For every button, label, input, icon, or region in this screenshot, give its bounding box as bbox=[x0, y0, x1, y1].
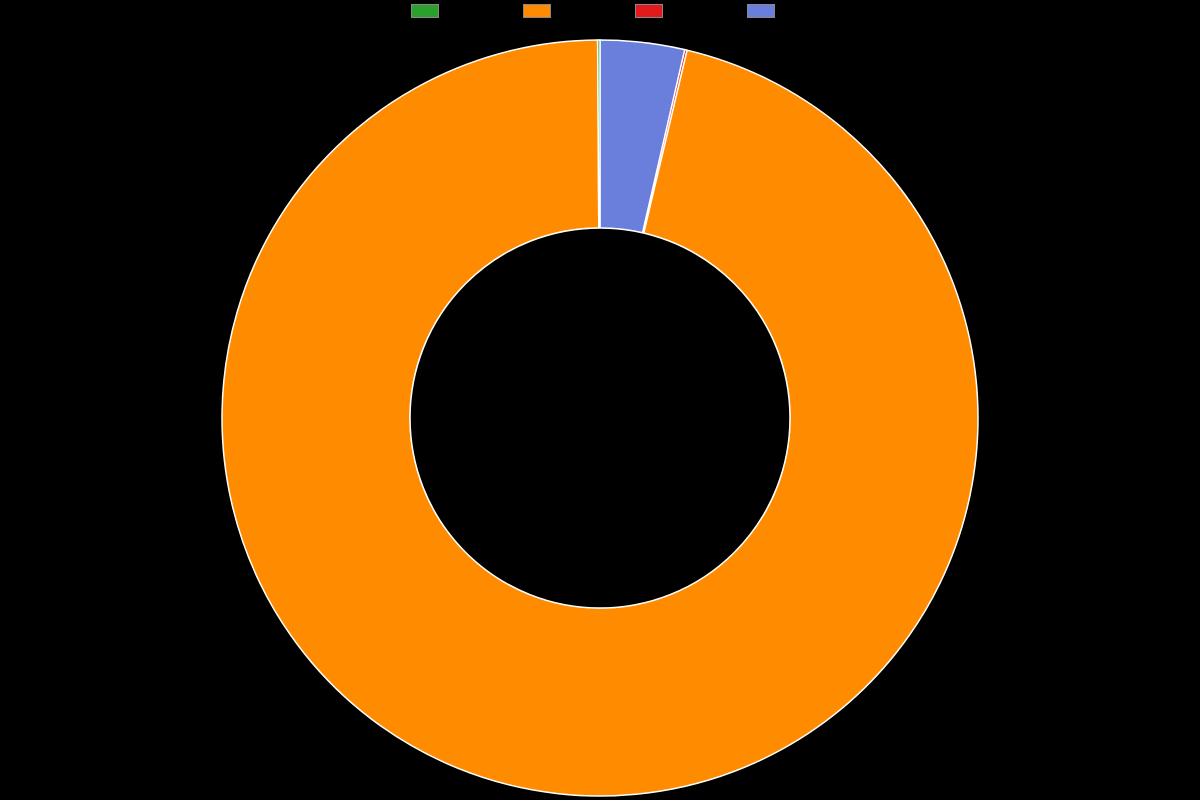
donut-chart bbox=[0, 0, 1200, 800]
donut-hole bbox=[410, 228, 790, 608]
donut-chart-container bbox=[0, 0, 1200, 800]
chart-stage bbox=[0, 0, 1200, 800]
donut-slice-3 bbox=[598, 40, 600, 228]
